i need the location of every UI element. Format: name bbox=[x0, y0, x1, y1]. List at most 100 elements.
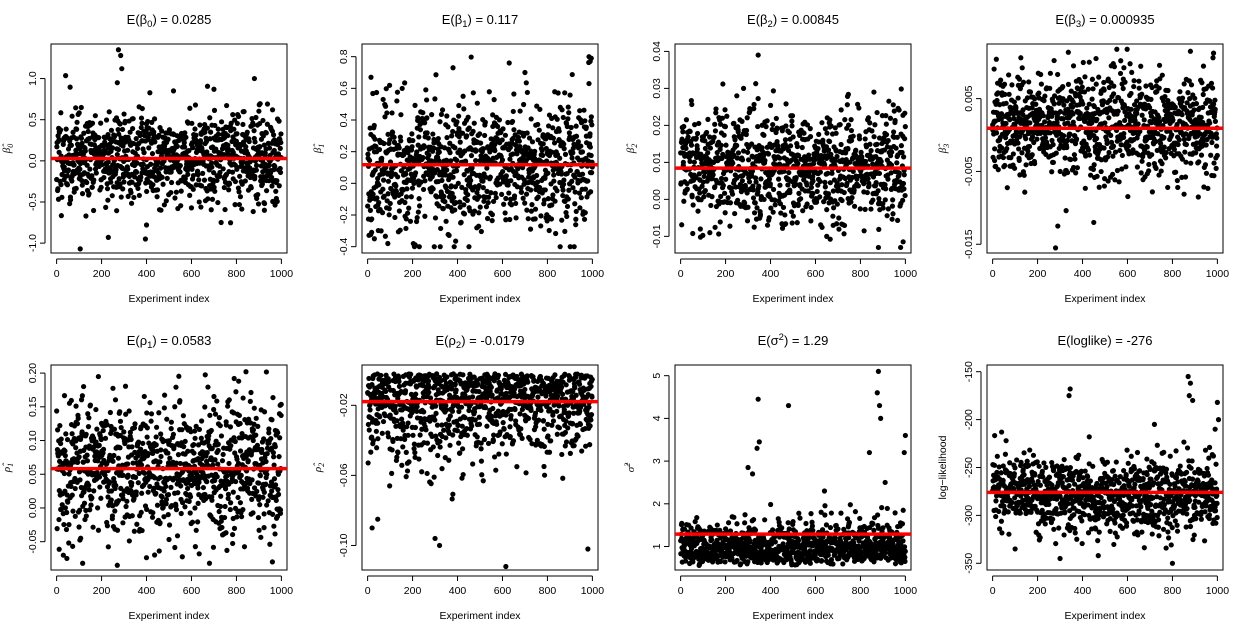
data-point bbox=[845, 122, 852, 128]
data-point bbox=[1057, 109, 1063, 115]
scatter-points bbox=[365, 54, 595, 250]
data-point bbox=[369, 216, 375, 222]
data-point bbox=[827, 117, 833, 123]
x-tick-label: 400 bbox=[138, 585, 156, 597]
data-point bbox=[449, 133, 455, 139]
data-point bbox=[150, 447, 156, 453]
data-point bbox=[702, 188, 708, 194]
data-point bbox=[1096, 74, 1102, 80]
data-point bbox=[689, 194, 695, 200]
data-point bbox=[86, 190, 92, 197]
data-point bbox=[464, 133, 470, 139]
data-point bbox=[191, 450, 197, 456]
data-point bbox=[1153, 138, 1159, 145]
data-point bbox=[278, 131, 284, 137]
data-point bbox=[72, 485, 78, 492]
data-point bbox=[177, 169, 183, 175]
data-point bbox=[1158, 168, 1164, 174]
data-point bbox=[227, 220, 234, 226]
data-point bbox=[1072, 156, 1078, 162]
data-point bbox=[153, 434, 159, 440]
data-point bbox=[96, 135, 102, 141]
data-point bbox=[839, 182, 845, 188]
data-point bbox=[1173, 169, 1179, 175]
data-point bbox=[215, 447, 221, 454]
data-point bbox=[1144, 144, 1150, 150]
data-point bbox=[132, 421, 138, 427]
y-tick-label: 0.02 bbox=[651, 115, 663, 136]
data-point bbox=[894, 134, 900, 140]
data-point bbox=[1081, 89, 1088, 95]
data-point bbox=[1170, 117, 1176, 123]
data-point bbox=[91, 177, 97, 183]
data-point bbox=[499, 157, 506, 163]
data-point bbox=[117, 445, 123, 451]
data-point bbox=[246, 138, 252, 145]
y-axis: -0.4-0.20.00.20.40.60.8 bbox=[338, 49, 357, 256]
data-point bbox=[582, 210, 588, 216]
data-point bbox=[413, 218, 420, 225]
data-point bbox=[466, 125, 472, 131]
data-point bbox=[168, 189, 174, 196]
data-point bbox=[412, 242, 418, 248]
data-point bbox=[1111, 91, 1117, 97]
data-point bbox=[701, 194, 707, 200]
data-point bbox=[551, 140, 558, 146]
data-point bbox=[120, 472, 126, 478]
data-point bbox=[442, 172, 449, 178]
data-point bbox=[536, 127, 542, 133]
data-point bbox=[810, 178, 816, 184]
data-point bbox=[1070, 164, 1077, 171]
data-point bbox=[147, 483, 153, 490]
data-point bbox=[173, 189, 179, 195]
data-point bbox=[712, 128, 719, 134]
data-point bbox=[168, 179, 175, 186]
data-point bbox=[868, 206, 874, 212]
data-point bbox=[250, 208, 256, 215]
data-point bbox=[724, 113, 730, 119]
data-point bbox=[511, 193, 518, 199]
data-point bbox=[262, 150, 268, 156]
title-tail: ) = 0.000935 bbox=[1081, 12, 1154, 27]
data-point bbox=[1098, 157, 1104, 163]
title-main: E(ρ bbox=[127, 333, 147, 348]
y-tick-label: 0.8 bbox=[338, 49, 350, 64]
data-point bbox=[1183, 159, 1189, 165]
data-point bbox=[824, 233, 830, 239]
data-point bbox=[751, 210, 758, 216]
data-point bbox=[83, 513, 89, 519]
data-point bbox=[118, 52, 124, 59]
data-point bbox=[1119, 152, 1125, 159]
y-label-main: β̂ bbox=[312, 143, 324, 154]
x-tick-label: 600 bbox=[183, 585, 201, 597]
data-point bbox=[577, 108, 583, 114]
data-point bbox=[187, 494, 194, 500]
data-point bbox=[544, 158, 550, 164]
data-point bbox=[822, 162, 828, 168]
data-point bbox=[264, 101, 271, 107]
data-point bbox=[499, 191, 505, 198]
y-tick-label: 0.15 bbox=[27, 396, 39, 417]
data-point bbox=[55, 186, 61, 192]
data-point bbox=[468, 177, 474, 184]
data-point bbox=[129, 444, 135, 450]
data-point bbox=[694, 130, 701, 137]
data-point bbox=[451, 244, 457, 250]
data-point bbox=[535, 194, 541, 200]
data-point bbox=[679, 136, 685, 142]
data-point bbox=[478, 140, 484, 146]
data-point bbox=[1094, 116, 1100, 122]
data-point bbox=[56, 516, 62, 523]
data-point bbox=[567, 167, 574, 174]
data-point bbox=[540, 141, 546, 147]
data-point bbox=[64, 555, 70, 562]
data-point bbox=[141, 393, 147, 400]
data-point bbox=[694, 146, 700, 152]
data-point bbox=[683, 145, 689, 152]
data-point bbox=[104, 523, 111, 529]
data-point bbox=[865, 115, 872, 121]
data-point bbox=[900, 239, 906, 245]
data-point bbox=[386, 82, 393, 88]
data-point bbox=[384, 110, 390, 116]
data-point bbox=[272, 163, 278, 169]
